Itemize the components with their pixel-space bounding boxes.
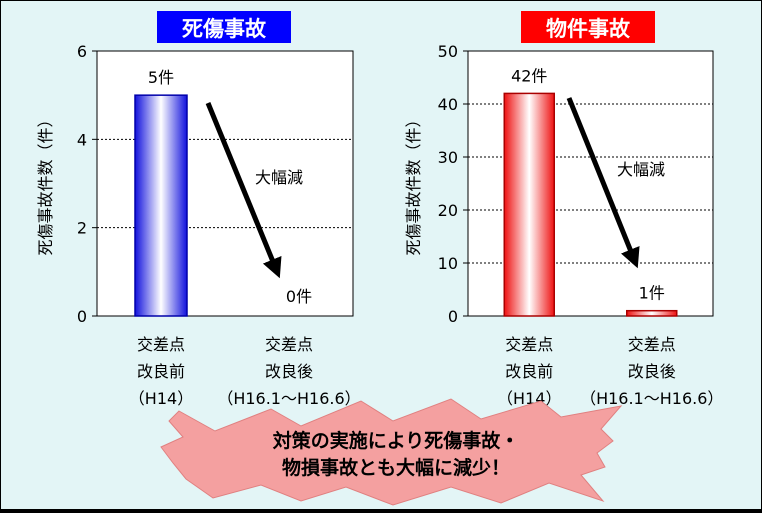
chart2-bar-1 — [503, 92, 555, 317]
chart1-category-2-line-1: 交差点 — [265, 335, 313, 354]
chart2-decrease-arrow — [566, 97, 640, 269]
chart1-category-1-line-1: 交差点 — [137, 335, 185, 354]
chart1-value-label-1: 5件 — [148, 68, 174, 87]
banner-line-2: 物損事故とも大幅に減少！ — [282, 456, 510, 479]
chart1-ytick-label: 6 — [77, 42, 87, 61]
chart2-category-2-line-1: 交差点 — [628, 335, 676, 354]
chart2-category-2-line-3: （H16.1～H16.6） — [580, 389, 723, 408]
chart2-category-1-line-3: （H14） — [497, 389, 561, 408]
chart1-title: 死傷事故 — [182, 17, 267, 41]
chart2-ylabel: 死傷事故件数（件） — [404, 111, 423, 255]
chart2-value-label-2: 1件 — [639, 284, 665, 303]
chart1-annotation: 大幅減 — [255, 168, 303, 187]
chart1-category-2-line-2: 改良後 — [265, 362, 313, 381]
chart2-ytick-label: 50 — [438, 42, 458, 61]
chart2-ytick-label: 10 — [438, 254, 458, 273]
chart2-value-label-1: 42件 — [511, 66, 547, 85]
chart2-category-2-line-2: 改良後 — [628, 362, 676, 381]
chart1-ylabel: 死傷事故件数（件） — [36, 111, 55, 255]
chart2-category-1-line-2: 改良前 — [505, 362, 553, 381]
chart1-bar-1 — [134, 94, 188, 317]
chart2-ytick-label: 20 — [438, 201, 458, 220]
chart2-title: 物件事故 — [546, 17, 631, 41]
chart2-annotation: 大幅減 — [617, 160, 665, 179]
chart1-title-box — [157, 11, 291, 43]
chart1-category-1-line-2: 改良前 — [137, 362, 185, 381]
chart1-ytick-label: 2 — [77, 219, 87, 238]
chart2-ytick-label: 40 — [438, 95, 458, 114]
chart2-ytick-label: 30 — [438, 148, 458, 167]
chart1-category-2-line-3: （H16.1～H16.6） — [217, 389, 360, 408]
chart2-bar-2 — [626, 309, 678, 317]
chart1-value-label-2: 0件 — [286, 287, 312, 306]
chart2-category-1-line-1: 交差点 — [505, 335, 553, 354]
banner-burst — [160, 398, 623, 506]
banner-line-1: 対策の実施により死傷事故・ — [272, 429, 520, 452]
chart1-ytick-label: 4 — [77, 130, 87, 149]
chart2-title-box — [521, 11, 655, 43]
chart1-category-1-line-3: （H14） — [129, 389, 193, 408]
chart1-ytick-label: 0 — [77, 307, 87, 326]
chart2-ytick-label: 0 — [448, 307, 458, 326]
chart1-decrease-arrow — [205, 102, 282, 279]
